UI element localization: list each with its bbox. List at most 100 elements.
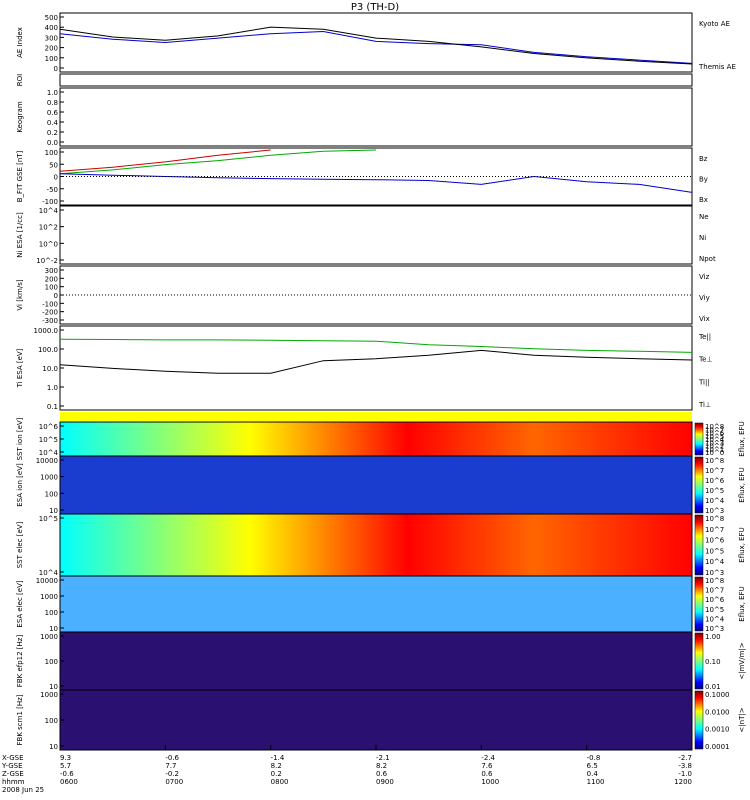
panel-frame [59,73,693,87]
y-axis-label: FBK scm1 [Hz] [16,694,24,745]
legend-entry: Themis AE [698,63,736,71]
colorbar-tick-label: 10^4 [705,436,725,444]
y-tick-label: 10 [49,507,58,515]
legend-entry: Bx [699,196,708,204]
colorbar-tick-label: 10^0 [705,449,724,457]
panel-keogram: 1.0 0.8 0.6 0.4 0.2 0.0 Keogram [16,87,693,147]
colorbar-tick-label: 10^3 [705,439,724,447]
y-tick-label: 400 [45,24,58,32]
colorbar-tick-label: 0.10 [705,658,721,666]
y-tick-label: 10^0 [39,240,58,248]
y-tick-label: 0 [54,174,58,182]
colorbar-tick-label: 10^3 [705,625,724,633]
x-axis-value: 7.7 [165,762,176,770]
panel-ae-index: 500 400 300 200 100 0 AE Index Kyoto AE Themis A… [16,12,736,73]
x-axis-value: 7.6 [481,762,493,770]
plot-title: P3 (TH-D) [351,2,399,13]
x-axis-value: 0.6 [376,770,388,778]
y-tick-label: 10 [49,743,58,751]
x-axis-value: 0.6 [481,770,493,778]
panel-frame [59,325,693,411]
colorbar-tick-label: 0.1000 [705,691,730,699]
panel-frame [59,12,693,73]
legend-entry: Kyoto AE [699,20,730,28]
y-tick-label: 10000 [36,457,58,465]
colorbar-tick-label: 10^3 [705,569,724,577]
colorbar-tick-label: 10^2 [705,443,724,451]
colorbar-tick-label: 10^4 [705,615,725,623]
colorbar-tick-label: 10^5 [705,606,724,614]
colorbar-label: Eflux, EFU [738,467,746,502]
colorbar-tick-label: 10^6 [705,430,725,438]
series-line [59,349,693,374]
y-tick-label: 10 [49,683,58,691]
y-axis-label: ROI [16,74,24,86]
y-axis-label: FBK efp12 [Hz] [16,635,24,688]
spectrogram-fill [60,576,692,632]
y-tick-label: 200 [45,45,58,53]
y-tick-label: 10^5 [39,436,58,444]
colorbar-tick-label: 10^7 [705,426,724,434]
y-tick-label: 1.0 [47,384,58,392]
spectrogram-fill [60,690,692,750]
colorbar-tick-label: 10^7 [705,467,724,475]
legend-entry: Vix [699,315,710,323]
x-axis-value: -0.6 [165,754,179,762]
colorbar-tick-label: 1.00 [705,633,721,641]
y-tick-label: 10^4 [39,569,59,577]
colorbar-tick-label: 10^6 [705,596,725,604]
y-axis-label: ESA elec [eV] [16,580,24,627]
y-axis-label: Vi [km/s] [16,279,24,310]
y-tick-label: 100 [45,55,58,63]
y-axis-label: SST ion [eV] [16,417,24,460]
spectrogram-fill [60,456,692,514]
x-axis-value: 0.4 [587,770,599,778]
y-tick-label: -200 [42,309,58,317]
colorbar-tick-label: 0.01 [705,683,721,691]
x-axis-value: 1100 [587,778,605,786]
y-tick-label: 100 [45,658,58,666]
colorbar [694,576,704,632]
y-tick-label: 300 [45,34,58,42]
colorbar-tick-label: 10^8 [705,515,724,523]
x-axis-value: 8.2 [271,762,282,770]
colorbar-label: Eflux, EFU [738,586,746,621]
x-axis-value: -2.7 [678,754,692,762]
colorbar-label: Eflux, EFU [738,421,746,456]
panel-temperature: 1000.0 100.0 10.0 1.0 0.1 Ti ESA [eV] Te|| Te⊥ T… [16,325,713,411]
x-axis-value: -2.1 [376,754,390,762]
series-line [59,338,693,353]
x-axis-value: -0.8 [587,754,601,762]
y-tick-label: 10^2 [39,224,58,232]
x-axis-value: -3.8 [678,762,692,770]
panel-sst-elec: 10^5 10^4 SST elec [eV] 10^8 10^7 10^6 10^5 10^… [16,513,746,577]
series-line [59,26,693,65]
x-axis-value: 0900 [376,778,394,786]
y-tick-label: 100 [45,717,58,725]
y-axis-label: Ni ESA [1/cc] [16,212,24,258]
series-line [59,149,377,175]
spectrogram-fill [60,632,692,690]
y-tick-label: 100 [45,284,58,292]
y-tick-label: 10^4 [39,449,59,457]
y-tick-label: -100 [42,198,58,206]
y-axis-label: Ti ESA [eV] [16,348,24,388]
y-tick-label: 10^-2 [36,257,58,265]
y-axis-label: Keogram [16,101,24,132]
colorbar-tick-label: 10^8 [705,457,724,465]
y-tick-label: 200 [45,275,58,283]
y-tick-label: 500 [45,14,58,22]
x-axis-row-label: 2008 Jun 25 [2,786,44,794]
y-tick-label: 1000 [40,474,58,482]
colorbar [694,422,704,456]
y-tick-label: 10 [49,625,58,633]
y-tick-label: 0.1 [47,403,58,411]
y-tick-label: 100.0 [38,346,58,354]
x-axis-row-label: Z-GSE [2,770,24,778]
x-axis-annotation: X-GSE 9.3 -0.6 -1.4 -2.1 -2.4 -0.8 -2.7 Y-GSE 5.7… [1,745,693,794]
colorbar-tick-label: 0.0001 [705,743,730,751]
y-tick-label: 1.0 [47,89,58,97]
